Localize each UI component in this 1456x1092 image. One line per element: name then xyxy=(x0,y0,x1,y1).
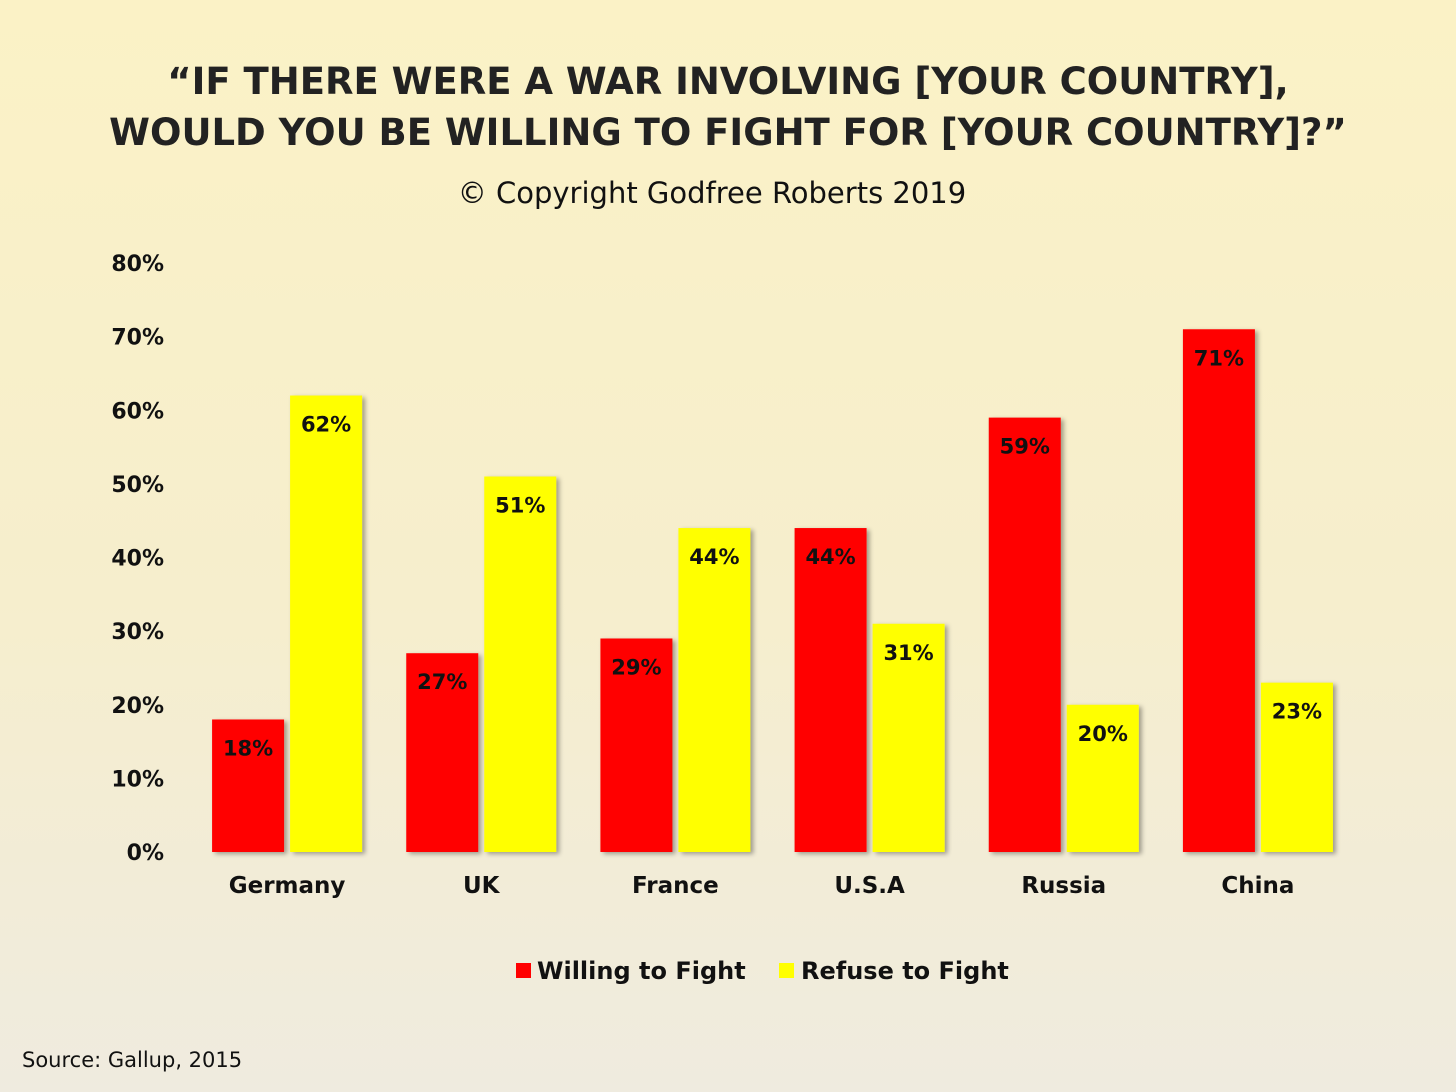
legend-label-refuse: Refuse to Fight xyxy=(801,957,1009,985)
legend-label-willing: Willing to Fight xyxy=(537,957,746,985)
data-label-refuse: 44% xyxy=(689,545,739,569)
bar-willing xyxy=(406,653,479,852)
y-axis: 0% 10% 20% 30% 40% 50% 60% 70% 80% xyxy=(111,252,164,866)
data-label-willing: 59% xyxy=(1000,435,1050,459)
data-label-refuse: 23% xyxy=(1272,700,1322,724)
data-label-willing: 71% xyxy=(1194,346,1244,370)
x-tick-label: Germany xyxy=(229,873,346,899)
source-note: Source: Gallup, 2015 xyxy=(22,1048,242,1072)
legend-swatch-refuse xyxy=(779,963,794,978)
data-label-willing: 44% xyxy=(805,545,855,569)
y-tick-label: 30% xyxy=(111,620,164,645)
data-labels: 18% 62% 27% 51% 29% 44% 44% 31% 59% 20% 71% 23% xyxy=(223,346,1322,760)
y-tick-label: 10% xyxy=(111,767,164,792)
bar-willing xyxy=(1182,329,1255,852)
y-tick-label: 80% xyxy=(111,252,164,277)
bar-refuse xyxy=(290,395,363,852)
chart-title: “IF THERE WERE A WAR INVOLVING [YOUR COU… xyxy=(109,60,1347,154)
bar-willing xyxy=(600,638,673,852)
chart-title-line-1: “IF THERE WERE A WAR INVOLVING [YOUR COU… xyxy=(167,60,1288,103)
bars xyxy=(212,329,1333,852)
legend-swatch-willing xyxy=(516,963,531,978)
bar-refuse xyxy=(1260,682,1333,852)
data-label-refuse: 31% xyxy=(883,641,933,665)
data-label-willing: 27% xyxy=(417,670,467,694)
bar-refuse xyxy=(872,623,945,852)
y-tick-label: 20% xyxy=(111,694,164,719)
chart-title-line-2: WOULD YOU BE WILLING TO FIGHT FOR [YOUR … xyxy=(109,111,1347,154)
data-label-refuse: 20% xyxy=(1078,722,1128,746)
x-tick-label: China xyxy=(1221,873,1294,899)
bar-refuse xyxy=(484,476,557,852)
bar-refuse xyxy=(1066,704,1139,852)
x-tick-label: UK xyxy=(463,873,501,899)
y-tick-label: 50% xyxy=(111,473,164,498)
data-label-refuse: 51% xyxy=(495,494,545,518)
y-tick-label: 40% xyxy=(111,547,164,572)
y-tick-label: 70% xyxy=(111,326,164,351)
bar-willing xyxy=(212,719,285,852)
x-axis: Germany UK France U.S.A Russia China xyxy=(229,873,1295,899)
data-label-refuse: 62% xyxy=(301,413,351,437)
x-tick-label: U.S.A xyxy=(834,873,905,899)
x-tick-label: Russia xyxy=(1021,873,1106,899)
data-label-willing: 29% xyxy=(611,655,661,679)
bar-refuse xyxy=(678,528,751,852)
data-label-willing: 18% xyxy=(223,736,273,760)
legend: Willing to Fight Refuse to Fight xyxy=(516,957,1009,985)
x-tick-label: France xyxy=(632,873,719,899)
y-tick-label: 60% xyxy=(111,399,164,424)
chart-subtitle: © Copyright Godfree Roberts 2019 xyxy=(458,176,966,210)
bar-willing xyxy=(794,528,867,852)
y-tick-label: 0% xyxy=(127,841,164,866)
bar-willing xyxy=(988,417,1061,852)
